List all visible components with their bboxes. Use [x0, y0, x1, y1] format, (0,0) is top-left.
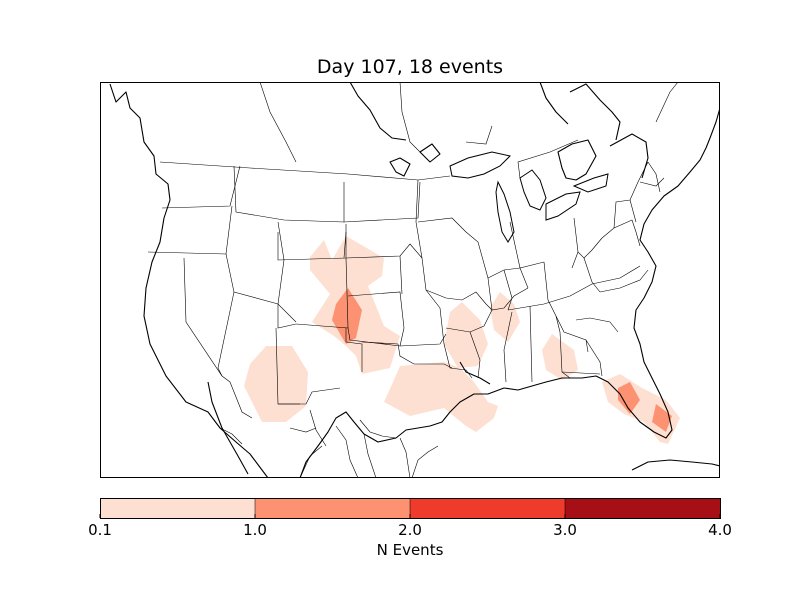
map-border [100, 82, 720, 478]
map-panel [100, 82, 720, 478]
event-region-florida [602, 374, 680, 444]
map-title: Day 107, 18 events [316, 56, 504, 78]
event-region-texas [384, 362, 498, 432]
great-lakes [449, 151, 609, 243]
colorbar-border [100, 498, 721, 519]
event-region-new-mexico [244, 346, 308, 422]
colorbar-tick-label: 3.0 [553, 521, 577, 539]
colorbar-tick-label: 0.1 [88, 521, 112, 539]
state-borders [147, 82, 679, 478]
colorbar-tick-label: 1.0 [243, 521, 267, 539]
event-region-arkansas [444, 302, 488, 368]
event-regions [244, 236, 680, 444]
colorbar-label: N Events [376, 541, 444, 559]
event-region-colorado-core [332, 288, 362, 344]
colorbar-bin-3 [410, 498, 565, 518]
colorbar-bin-2 [255, 498, 410, 518]
colorbar-bin-4 [565, 498, 720, 518]
event-region-mississippi [490, 292, 520, 342]
event-region-florida-core-2 [652, 404, 672, 432]
event-region-georgia [542, 334, 578, 380]
coastlines [109, 82, 720, 478]
colorbar-bin-1 [100, 498, 255, 518]
colorbar-tick-label: 2.0 [398, 521, 422, 539]
event-region-florida-core-1 [618, 382, 640, 414]
colorbar-tick-label: 4.0 [708, 521, 732, 539]
